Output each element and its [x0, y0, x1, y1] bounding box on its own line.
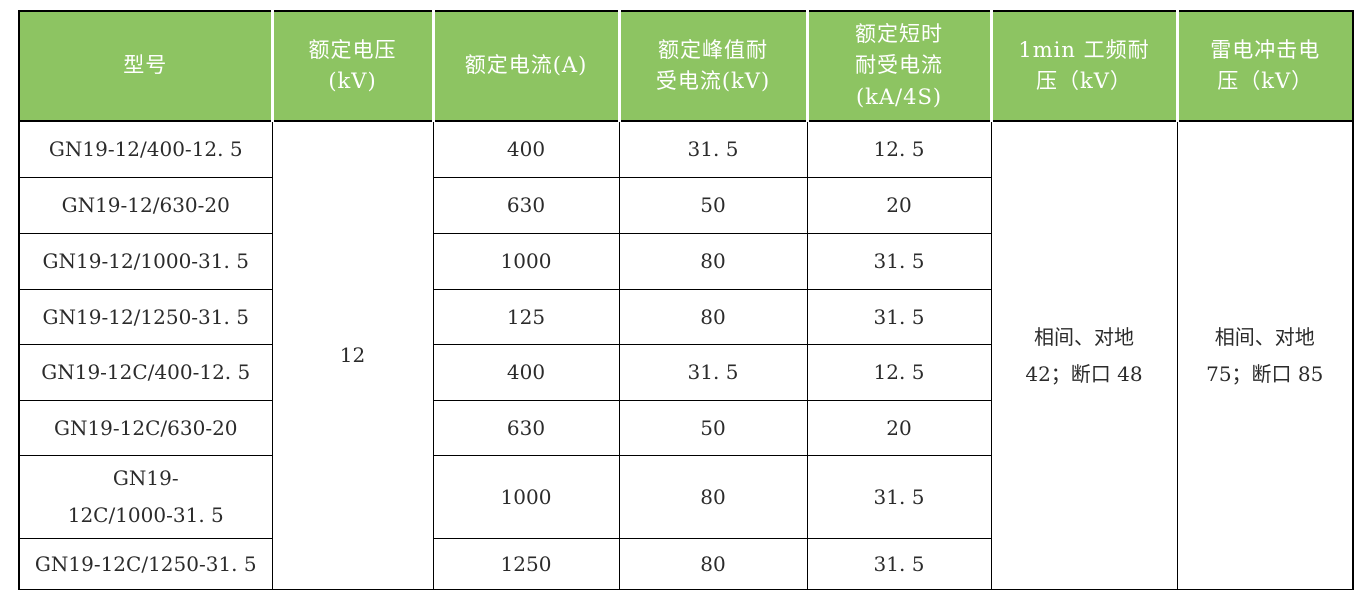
peak-cell: 50 [618, 177, 808, 234]
power-freq-merged-cell: 相间、对地 42；断口 48 [990, 120, 1178, 590]
peak-cell: 50 [618, 400, 808, 456]
short-cell: 31. 5 [806, 455, 992, 539]
model-cell: GN19-12C/1250-31. 5 [18, 538, 273, 590]
header-row: 型号 额定电压 (kV) 额定电流(A) 额定峰值耐 受电流(kV) 额定短时 … [18, 11, 1353, 122]
model-cell: GN19-12/1250-31. 5 [18, 289, 273, 345]
short-cell: 31. 5 [806, 538, 992, 590]
table-row: GN19-12C/400-12. 5 400 31. 5 12. 5 [18, 344, 1353, 401]
col-header-lightning: 雷电冲击电 压（kV） [1175, 11, 1353, 122]
table-row: GN19-12/1250-31. 5 125 80 31. 5 [18, 289, 1353, 345]
col-header-short-time: 额定短时 耐受电流 (kA/4S) [805, 11, 991, 122]
short-cell: 12. 5 [806, 120, 992, 178]
model-cell: GN19-12/1000-31. 5 [18, 233, 273, 290]
table-row: GN19-12/630-20 630 50 20 [18, 177, 1353, 234]
peak-cell: 80 [618, 538, 808, 590]
peak-cell: 80 [618, 455, 808, 539]
current-cell: 630 [432, 177, 620, 234]
col-header-rated-current: 额定电流(A) [431, 11, 619, 122]
model-cell: GN19-12/630-20 [18, 177, 273, 234]
peak-cell: 31. 5 [618, 344, 808, 401]
current-cell: 400 [432, 120, 620, 178]
model-cell: GN19-12C/630-20 [18, 400, 273, 456]
short-cell: 12. 5 [806, 344, 992, 401]
col-header-rated-voltage: 额定电压 (kV) [270, 11, 433, 122]
current-cell: 1000 [432, 233, 620, 290]
table-row: GN19-12/400-12. 5 12 400 31. 5 12. 5 相间、… [18, 120, 1354, 590]
model-cell: GN19-12C/400-12. 5 [18, 344, 273, 401]
table-row: GN19-12C/630-20 630 50 20 [18, 400, 1353, 456]
short-cell: 31. 5 [806, 233, 992, 290]
current-cell: 1000 [432, 455, 620, 539]
current-cell: 400 [432, 344, 620, 401]
table-row: GN19-12C/1250-31. 5 1250 80 31. 5 [18, 538, 1353, 590]
model-cell: GN19- 12C/1000-31. 5 [18, 455, 273, 539]
lightning-merged-cell: 相间、对地 75；断口 85 [1176, 120, 1354, 590]
model-cell: GN19-12/400-12. 5 [18, 120, 273, 178]
table-row: GN19- 12C/1000-31. 5 1000 80 31. 5 [18, 455, 1353, 539]
spec-table: 型号 额定电压 (kV) 额定电流(A) 额定峰值耐 受电流(kV) 额定短时 … [18, 10, 1354, 590]
table-row: GN19-12/1000-31. 5 1000 80 31. 5 [18, 233, 1353, 290]
col-header-peak-withstand: 额定峰值耐 受电流(kV) [617, 11, 807, 122]
current-cell: 1250 [432, 538, 620, 590]
rated-voltage-merged-cell: 12 [271, 120, 434, 590]
peak-cell: 80 [618, 289, 808, 345]
col-header-model: 型号 [18, 11, 272, 122]
current-cell: 630 [432, 400, 620, 456]
col-header-power-freq: 1min 工频耐 压（kV） [989, 11, 1177, 122]
short-cell: 20 [806, 177, 992, 234]
peak-cell: 80 [618, 233, 808, 290]
peak-cell: 31. 5 [618, 120, 808, 178]
current-cell: 125 [432, 289, 620, 345]
short-cell: 20 [806, 400, 992, 456]
short-cell: 31. 5 [806, 289, 992, 345]
